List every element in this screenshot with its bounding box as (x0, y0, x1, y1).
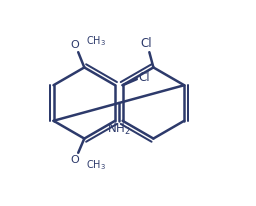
Text: O: O (70, 40, 79, 50)
Text: Cl: Cl (139, 71, 151, 84)
Text: CH$_3$: CH$_3$ (86, 158, 106, 172)
Text: NH$_2$: NH$_2$ (107, 122, 131, 137)
Text: O: O (70, 155, 79, 165)
Text: Cl: Cl (141, 37, 152, 50)
Text: CH$_3$: CH$_3$ (86, 34, 106, 48)
